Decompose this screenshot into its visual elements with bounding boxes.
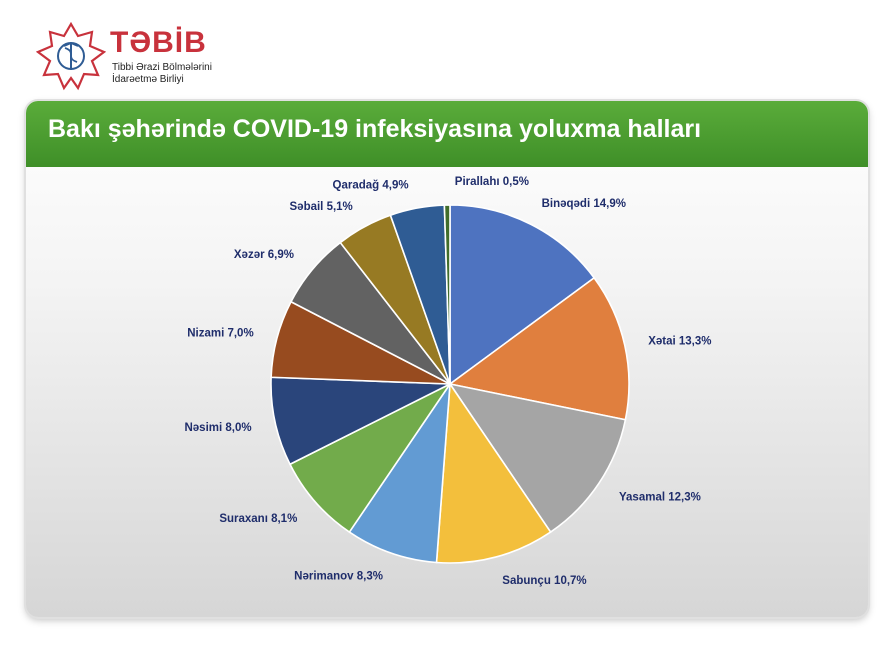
slice-data-label: Pirallahı 0,5% [455,176,529,188]
logo-subtitle-line1: Tibbi Ərazi Bölmələrini [112,62,212,73]
chart-title: Bakı şəhərində COVID-19 infeksiyasına yo… [48,115,702,143]
pie-slice [443,204,451,385]
pie-chart: Binəqədi 14,9% Xətai 13,3% Yasamal 12,3% Sa… [184,176,711,587]
pie-slice [448,276,630,421]
slice-data-label: Nərimanov 8,3% [294,571,383,583]
pie-slice [288,381,453,534]
star-emblem-icon [36,22,106,91]
pie-slice [348,381,452,564]
slice-data-label: Binəqədi 14,9% [542,198,626,210]
logo-subtitle: Tibbi Ərazi Bölmələrini İdarəetmə Birliy… [112,62,222,86]
slice-data-label: Suraxanı 8,1% [219,513,297,525]
title-banner: Bakı şəhərində COVID-19 infeksiyasına yo… [26,101,868,167]
slice-data-label: Yasamal 12,3% [619,492,701,504]
pie-slice [270,376,451,466]
pie-slice [435,381,552,564]
tabib-logo: TƏBİB Tibbi Ərazi Bölmələrini İdarəetmə … [36,22,216,92]
pie-slice [448,382,627,534]
slice-data-label: Nizami 7,0% [187,327,253,339]
slice-data-label: Səbail 5,1% [290,201,353,213]
chart-card: Bakı şəhərində COVID-19 infeksiyasına yo… [26,101,868,617]
logo-subtitle-line2: İdarəetmə Birliyi [112,74,184,85]
slice-data-label: Nəsimi 8,0% [184,422,251,434]
slice-data-label: Sabunçu 10,7% [502,575,586,587]
slice-data-label: Qaradağ 4,9% [333,180,409,192]
slice-data-label: Xətai 13,3% [648,335,711,347]
pie-slice [449,204,596,386]
slice-data-label: Xəzər 6,9% [234,249,294,261]
logo-title: TƏBİB [110,26,207,59]
